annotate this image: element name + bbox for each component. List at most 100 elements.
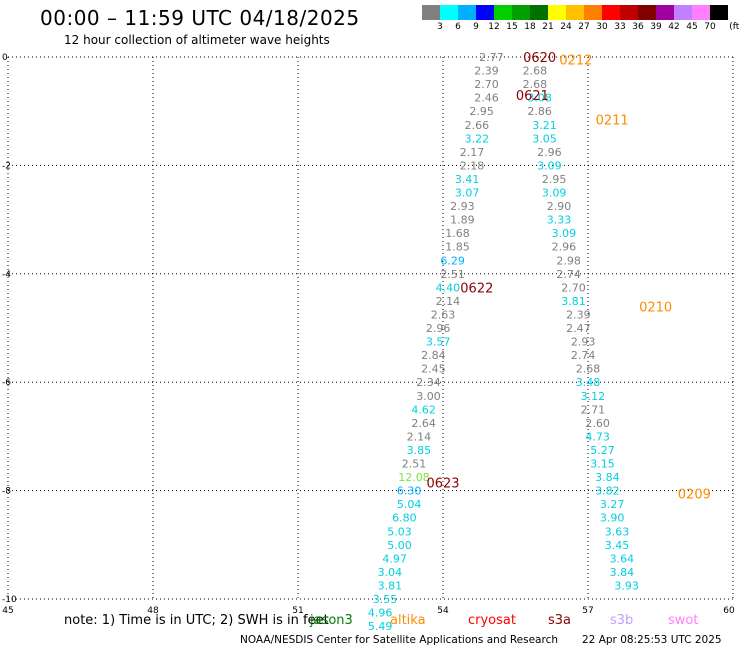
- legend-swot: swot: [668, 613, 699, 628]
- legend-jason3: jason3: [310, 613, 353, 628]
- pass-time-label: 0209: [678, 487, 711, 502]
- swh-value-label: 3.82: [595, 485, 620, 498]
- colorbar-swatch: [476, 5, 494, 20]
- colorbar-swatch: [458, 5, 476, 20]
- swh-value-label: 2.96: [552, 241, 577, 254]
- colorbar-label: 36: [632, 22, 644, 32]
- swh-value-label: 2.14: [436, 295, 461, 308]
- swh-value-label: 4.96: [368, 607, 393, 620]
- swh-value-label: 2.93: [571, 336, 596, 349]
- swh-value-label: 3.63: [605, 525, 630, 538]
- swh-value-label: 3.84: [610, 566, 635, 579]
- y-tick-label: 0: [2, 53, 8, 63]
- swh-value-label: 5.04: [397, 498, 422, 511]
- swh-value-label: 2.74: [556, 268, 581, 281]
- swh-value-label: 3.08: [527, 92, 552, 105]
- swh-value-label: 2.70: [474, 78, 499, 91]
- colorbar-swatch: [674, 5, 692, 20]
- swh-value-label: 1.68: [445, 227, 470, 240]
- swh-value-label: 3.09: [537, 159, 562, 172]
- swh-value-label: 3.57: [426, 336, 451, 349]
- x-tick-label: 51: [292, 606, 303, 616]
- pass-time-label: 0622: [460, 281, 493, 296]
- swh-value-label: 3.85: [407, 444, 432, 457]
- swh-value-label: 2.95: [542, 173, 567, 186]
- colorbar-swatch: [638, 5, 656, 20]
- colorbar-swatch: [422, 5, 440, 20]
- swh-value-label: 3.81: [561, 295, 586, 308]
- x-tick-label: 45: [2, 606, 13, 616]
- swh-value-label: 2.17: [460, 146, 485, 159]
- colorbar-swatch: [656, 5, 674, 20]
- swh-value-label: 2.96: [537, 146, 562, 159]
- colorbar-label: 24: [560, 22, 572, 32]
- x-tick-label: 48: [147, 606, 159, 616]
- swh-value-label: 4.62: [411, 403, 436, 416]
- y-tick-label: -8: [2, 487, 11, 497]
- colorbar-label: 33: [614, 22, 626, 32]
- pass-time-label: 0212: [559, 54, 592, 69]
- page-title: 00:00 – 11:59 UTC 04/18/2025: [40, 6, 360, 30]
- pass-time-label: 0621: [516, 89, 549, 104]
- swh-value-label: 3.05: [532, 132, 557, 145]
- y-tick-label: -4: [2, 270, 11, 280]
- colorbar-label: 15: [506, 22, 518, 32]
- swh-value-label: 5.27: [590, 444, 615, 457]
- swh-value-label: 2.34: [416, 376, 441, 389]
- colorbar-swatch: [620, 5, 638, 20]
- footer-timestamp: 22 Apr 08:25:53 UTC 2025: [582, 634, 722, 646]
- swh-value-label: 2.98: [556, 254, 581, 267]
- legend-s3a: s3a: [548, 613, 572, 628]
- pass-time-label: 0211: [596, 113, 629, 128]
- swh-value-label: 2.90: [547, 200, 572, 213]
- swh-value-label: 3.07: [455, 187, 480, 200]
- swh-value-label: 2.86: [527, 105, 552, 118]
- swh-value-label: 2.51: [440, 268, 465, 281]
- x-tick-label: 60: [723, 606, 735, 616]
- colorbar-label: 42: [668, 22, 680, 32]
- colorbar-label: 27: [578, 22, 590, 32]
- swh-value-label: 3.45: [605, 539, 630, 552]
- swh-value-label: 3.64: [610, 552, 635, 565]
- swh-value-label: 3.21: [532, 119, 557, 132]
- swh-value-label: 2.14: [407, 430, 432, 443]
- swh-value-label: 2.68: [523, 78, 548, 91]
- swh-value-label: 3.00: [416, 390, 441, 403]
- swh-value-label: 4.73: [585, 430, 610, 443]
- swh-value-label: 2.68: [576, 363, 601, 376]
- footer-note: note: 1) Time is in UTC; 2) SWH is in fe…: [64, 613, 329, 628]
- colorbar-label: 9: [473, 22, 479, 32]
- colorbar-swatch: [494, 5, 512, 20]
- swh-value-label: 3.09: [552, 227, 577, 240]
- footer-credit: NOAA/NESDIS Center for Satellite Applica…: [240, 634, 558, 646]
- pass-time-label: 0210: [639, 300, 672, 315]
- swh-value-label: 2.70: [561, 281, 586, 294]
- legend-cryosat: cryosat: [468, 613, 516, 628]
- colorbar-label: (ft): [729, 22, 740, 32]
- swh-value-label: 3.12: [581, 390, 606, 403]
- swh-value-label: 2.47: [566, 322, 591, 335]
- swh-value-label: 3.33: [547, 214, 572, 227]
- swh-value-label: 3.27: [600, 498, 625, 511]
- swh-value-label: 2.51: [402, 458, 427, 471]
- swh-value-label: 2.74: [571, 349, 596, 362]
- swh-value-label: 2.39: [566, 308, 591, 321]
- swh-value-label: 3.81: [378, 579, 403, 592]
- swh-value-label: 5.03: [387, 525, 412, 538]
- x-tick-label: 54: [437, 606, 449, 616]
- colorbar-label: 12: [488, 22, 500, 32]
- swh-value-label: 2.18: [460, 159, 485, 172]
- colorbar-swatch: [512, 5, 530, 20]
- colorbar-swatch: [566, 5, 584, 20]
- colorbar-label: 70: [704, 22, 716, 32]
- legend-s3b: s3b: [610, 613, 634, 628]
- colorbar-swatch: [602, 5, 620, 20]
- y-tick-label: -2: [2, 161, 11, 171]
- swh-value-label: 3.84: [595, 471, 620, 484]
- swh-value-label: 6.80: [392, 512, 417, 525]
- swh-value-label: 3.41: [455, 173, 480, 186]
- x-tick-label: 57: [582, 606, 593, 616]
- swh-value-label: 3.15: [590, 458, 615, 471]
- swh-value-label: 3.90: [600, 512, 625, 525]
